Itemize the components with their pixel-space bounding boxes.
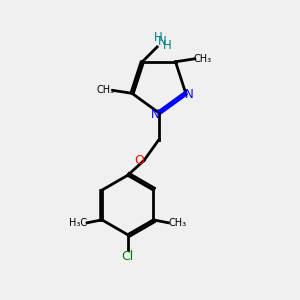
Text: CH₃: CH₃: [96, 85, 114, 95]
Text: Cl: Cl: [122, 250, 134, 262]
Text: CH₃: CH₃: [169, 218, 187, 228]
Text: H: H: [154, 32, 163, 44]
Text: N: N: [151, 108, 159, 121]
Text: H: H: [163, 39, 172, 52]
Text: O: O: [135, 154, 145, 167]
Text: N: N: [158, 35, 167, 48]
Text: H₃C: H₃C: [68, 218, 87, 228]
Text: N: N: [185, 88, 194, 101]
Text: CH₃: CH₃: [193, 54, 211, 64]
